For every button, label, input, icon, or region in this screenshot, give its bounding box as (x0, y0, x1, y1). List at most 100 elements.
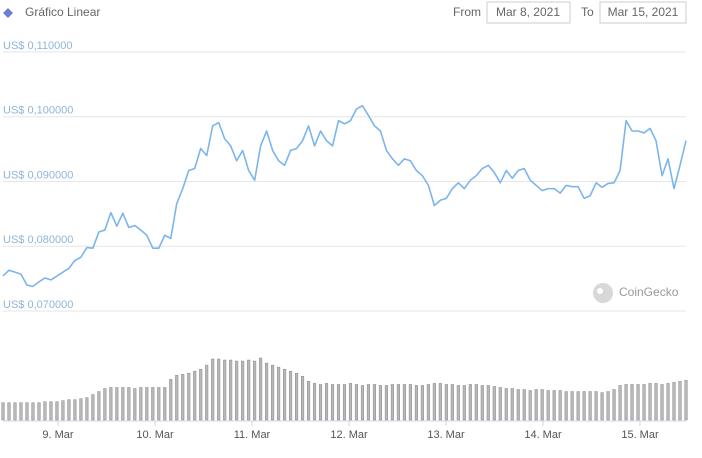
volume-bar (522, 389, 526, 421)
volume-bar (301, 376, 305, 421)
volume-bar (169, 379, 173, 421)
volume-bar (211, 358, 215, 421)
volume-bar (289, 370, 293, 421)
volume-bar (103, 388, 107, 421)
volume-bar (432, 383, 436, 421)
volume-bar (277, 366, 281, 421)
volume-bar (13, 402, 17, 421)
x-tick-label: 11. Mar (234, 429, 271, 441)
volume-bar (396, 384, 400, 421)
volume-bar (91, 394, 95, 421)
volume-bar (648, 383, 652, 421)
volume-bar (390, 384, 394, 421)
volume-bar (420, 385, 424, 421)
volume-bar (241, 360, 245, 421)
x-tick-label: 10. Mar (136, 429, 174, 441)
volume-bar (259, 357, 263, 421)
watermark-icon (593, 283, 613, 303)
volume-bar (229, 359, 233, 421)
volume-bar (444, 384, 448, 421)
volume-bar (1, 402, 5, 421)
volume-bar (456, 385, 460, 421)
y-tick-label: US$ 0,090000 (3, 169, 73, 181)
volume-bar (558, 390, 562, 421)
volume-bar (486, 385, 490, 421)
volume-bar (438, 383, 442, 421)
volume-bar (402, 384, 406, 421)
volume-bar (85, 397, 89, 421)
volume-bar (193, 370, 197, 421)
x-tick-label: 12. Mar (330, 429, 368, 441)
volume-bar (474, 384, 478, 421)
volume-bar (624, 384, 628, 421)
price-line (2, 104, 687, 288)
volume-bar (19, 402, 23, 421)
volume-bar (642, 384, 646, 421)
volume-bar (660, 384, 664, 421)
volume-bar (7, 402, 11, 421)
volume-bar (510, 388, 514, 421)
y-tick-label: US$ 0,110000 (3, 40, 73, 52)
volume-bar (384, 385, 388, 421)
y-tick-label: US$ 0,100000 (3, 105, 73, 117)
volume-bar (672, 382, 676, 421)
volume-bar (133, 388, 137, 421)
volume-bar (247, 359, 251, 421)
volume-bar (378, 385, 382, 421)
volume-bar (318, 384, 323, 421)
x-tick-label: 9. Mar (42, 429, 74, 441)
to-input[interactable] (599, 1, 687, 24)
y-tick-label: US$ 0,080000 (3, 234, 73, 246)
volume-bar (612, 389, 616, 421)
volume-bar (115, 387, 119, 421)
volume-bar (354, 384, 359, 421)
from-input[interactable] (486, 1, 571, 24)
volume-bar (79, 398, 83, 421)
volume-bar (414, 385, 418, 421)
volume-bar (654, 383, 658, 421)
volume-bar (342, 384, 347, 421)
volume-bar (163, 387, 167, 421)
volume-bar (223, 359, 227, 421)
volume-bar (600, 392, 604, 421)
volume-bar (265, 362, 269, 421)
volume-bar (534, 389, 538, 421)
x-tick-label: 14. Mar (524, 429, 562, 441)
volume-bar (492, 386, 496, 421)
volume-bar (408, 384, 412, 421)
volume-bar (139, 387, 143, 421)
volume-bar (330, 384, 335, 421)
volume-bar (528, 390, 532, 421)
volume-bar (582, 391, 586, 421)
volume-bar (576, 391, 580, 421)
volume-bar (205, 364, 209, 421)
volume-bar (372, 384, 377, 421)
to-date[interactable]: Mar 15, 2021 (608, 5, 679, 19)
volume-bar (145, 387, 149, 421)
volume-bar (504, 388, 508, 421)
from-date[interactable]: Mar 8, 2021 (496, 5, 560, 19)
volume-bar (594, 391, 598, 421)
volume-bar (73, 399, 77, 421)
volume-bar (121, 387, 125, 421)
volume-bar (31, 402, 35, 421)
volume-bar (498, 387, 502, 421)
volume-bar (570, 391, 574, 421)
volume-bar (678, 381, 682, 421)
volume-bar (480, 385, 484, 421)
volume-bar (606, 391, 610, 421)
volume-bar (295, 372, 299, 421)
volume-bar (61, 400, 65, 421)
chart-title: Gráfico Linear (25, 5, 100, 19)
volume-bar (618, 385, 622, 421)
volume-bar (253, 360, 257, 421)
volume-bar (426, 384, 430, 421)
volume-bar (468, 384, 472, 421)
volume-bar (175, 375, 179, 421)
chart-icon (3, 8, 13, 18)
y-tick-label: US$ 0,070000 (3, 299, 73, 311)
volume-bar (636, 384, 640, 421)
volume-bar (366, 384, 371, 421)
